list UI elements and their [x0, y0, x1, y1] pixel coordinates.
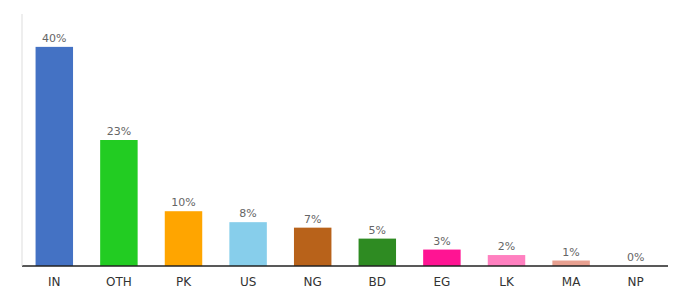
- x-axis-line: [22, 265, 668, 267]
- chart-svg: 40% 23% 10% 8% 7% 5% 3% 2% 1% 0% IN OTH PK US NG BD EG LK…: [0, 0, 680, 300]
- data-label: 0%: [627, 251, 644, 264]
- chart-container: 40% 23% 10% 8% 7% 5% 3% 2% 1% 0% IN OTH PK US NG BD EG LK…: [0, 0, 680, 300]
- x-tick-label: NG: [304, 275, 322, 289]
- data-label: 2%: [498, 240, 515, 253]
- data-labels: 40% 23% 10% 8% 7% 5% 3% 2% 1% 0%: [42, 32, 644, 264]
- bar: [552, 261, 589, 266]
- data-label: 10%: [171, 196, 195, 209]
- x-tick-label: MA: [562, 275, 581, 289]
- x-axis: IN OTH PK US NG BD EG LK MA NP: [22, 266, 668, 289]
- bar: [100, 140, 137, 266]
- data-label: 40%: [42, 32, 66, 45]
- bar: [165, 211, 202, 266]
- x-tick-label: PK: [176, 275, 192, 289]
- data-label: 5%: [369, 224, 386, 237]
- bar: [488, 255, 525, 266]
- bar: [229, 222, 266, 266]
- x-tick-label: IN: [48, 275, 61, 289]
- x-tick-label: LK: [499, 275, 515, 289]
- bar: [36, 47, 73, 266]
- data-label: 7%: [304, 213, 321, 226]
- data-label: 1%: [562, 246, 579, 259]
- bar: [423, 250, 460, 266]
- x-tick-label: US: [240, 275, 256, 289]
- background: [0, 0, 680, 300]
- bars: [36, 47, 590, 266]
- data-label: 23%: [107, 125, 131, 138]
- page: {"chart_data": {"type": "bar", "categori…: [0, 0, 680, 300]
- x-tick-label: EG: [433, 275, 450, 289]
- bar: [294, 228, 331, 266]
- y-axis-line: [22, 14, 23, 266]
- data-label: 3%: [433, 235, 450, 248]
- x-tick-label: OTH: [106, 275, 132, 289]
- x-tick-label: NP: [628, 275, 644, 289]
- data-label: 8%: [239, 207, 256, 220]
- bar: [359, 239, 396, 266]
- x-tick-label: BD: [369, 275, 386, 289]
